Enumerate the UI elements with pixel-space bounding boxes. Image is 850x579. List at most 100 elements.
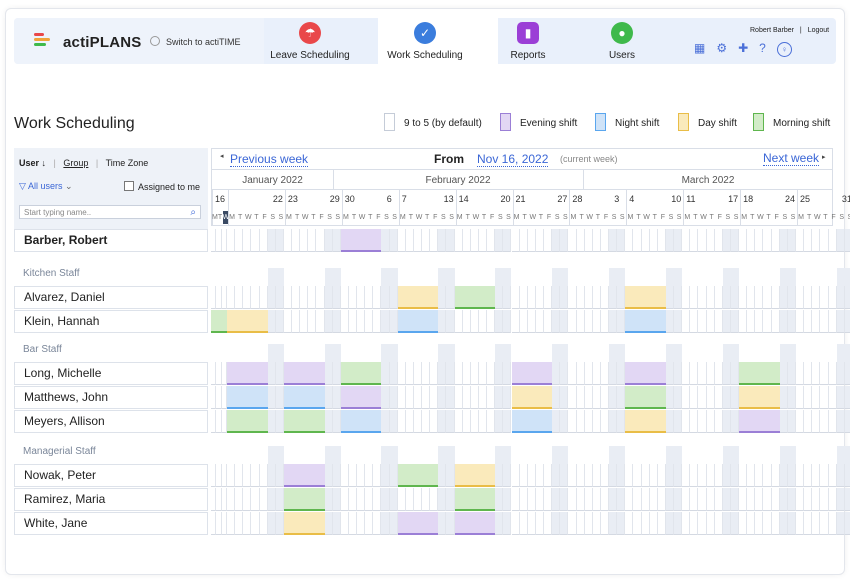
day-cell[interactable] xyxy=(405,410,414,433)
logout-link[interactable]: Logout xyxy=(807,27,830,34)
day-cell[interactable] xyxy=(438,286,447,309)
day-cell[interactable] xyxy=(535,464,544,487)
day-cell[interactable] xyxy=(365,488,374,511)
day-cell[interactable] xyxy=(560,229,569,252)
day-cell[interactable] xyxy=(446,410,455,433)
day-cell[interactable] xyxy=(462,386,471,409)
day-cell[interactable] xyxy=(422,362,431,385)
day-cell[interactable] xyxy=(316,229,325,252)
day-cell[interactable] xyxy=(812,488,821,511)
day-cell[interactable] xyxy=(820,362,829,385)
day-cell[interactable] xyxy=(674,286,683,309)
day-cell[interactable] xyxy=(438,410,447,433)
day-cell[interactable] xyxy=(235,488,244,511)
day-cell[interactable] xyxy=(820,386,829,409)
day-cell[interactable] xyxy=(454,310,463,333)
day-cell[interactable] xyxy=(413,410,423,433)
day-cell[interactable] xyxy=(771,286,780,309)
day-cell[interactable] xyxy=(251,464,260,487)
day-cell[interactable] xyxy=(779,386,788,409)
day-cell[interactable] xyxy=(332,488,341,511)
day-cell[interactable] xyxy=(316,310,325,333)
day-cell[interactable] xyxy=(446,310,455,333)
shift-block-day[interactable] xyxy=(454,464,496,487)
day-cell[interactable] xyxy=(836,229,845,252)
day-cell[interactable] xyxy=(503,488,512,511)
day-cell[interactable] xyxy=(682,229,691,252)
day-cell[interactable] xyxy=(836,386,845,409)
day-cell[interactable] xyxy=(763,464,772,487)
day-cell[interactable] xyxy=(324,286,333,309)
day-cell[interactable] xyxy=(430,362,439,385)
day-cell[interactable] xyxy=(674,488,683,511)
day-cell[interactable] xyxy=(275,488,284,511)
day-cell[interactable] xyxy=(446,229,455,252)
day-cell[interactable] xyxy=(755,464,764,487)
day-cell[interactable] xyxy=(340,464,349,487)
day-cell[interactable] xyxy=(544,488,553,511)
day-cell[interactable] xyxy=(787,488,796,511)
day-cell[interactable] xyxy=(487,310,496,333)
day-cell[interactable] xyxy=(665,310,675,333)
day-cell[interactable] xyxy=(706,488,715,511)
day-cell[interactable] xyxy=(211,410,217,433)
day-cell[interactable] xyxy=(275,386,284,409)
day-cell[interactable] xyxy=(584,286,593,309)
day-cell[interactable] xyxy=(243,488,252,511)
day-cell[interactable] xyxy=(527,512,536,535)
day-cell[interactable] xyxy=(576,362,585,385)
day-cell[interactable] xyxy=(755,512,764,535)
day-cell[interactable] xyxy=(324,362,333,385)
day-cell[interactable] xyxy=(657,488,666,511)
day-cell[interactable] xyxy=(324,310,333,333)
day-cell[interactable] xyxy=(552,488,561,511)
day-cell[interactable] xyxy=(763,310,772,333)
day-cell[interactable] xyxy=(812,229,821,252)
day-cell[interactable] xyxy=(211,386,217,409)
day-cell[interactable] xyxy=(446,488,455,511)
day-cell[interactable] xyxy=(828,286,837,309)
day-cell[interactable] xyxy=(820,310,829,333)
day-cell[interactable] xyxy=(576,286,585,309)
shift-block-day[interactable] xyxy=(511,386,553,409)
day-cell[interactable] xyxy=(682,488,691,511)
day-cell[interactable] xyxy=(405,386,414,409)
day-cell[interactable] xyxy=(365,464,374,487)
day-cell[interactable] xyxy=(438,386,447,409)
day-cell[interactable] xyxy=(779,286,788,309)
shift-block-morning[interactable] xyxy=(454,286,496,309)
day-cell[interactable] xyxy=(511,229,520,252)
day-cell[interactable] xyxy=(722,310,731,333)
day-cell[interactable] xyxy=(649,229,658,252)
day-cell[interactable] xyxy=(527,310,536,333)
day-cell[interactable] xyxy=(657,512,666,535)
day-cell[interactable] xyxy=(221,464,227,487)
day-cell[interactable] xyxy=(674,386,683,409)
day-cell[interactable] xyxy=(796,488,805,511)
day-cell[interactable] xyxy=(340,310,349,333)
day-cell[interactable] xyxy=(519,512,528,535)
day-cell[interactable] xyxy=(365,310,374,333)
day-cell[interactable] xyxy=(820,488,829,511)
day-cell[interactable] xyxy=(576,464,585,487)
day-cell[interactable] xyxy=(730,286,740,309)
day-cell[interactable] xyxy=(844,310,850,333)
nav-leave-scheduling[interactable]: ☂ Leave Scheduling xyxy=(258,22,362,61)
day-cell[interactable] xyxy=(560,310,569,333)
day-cell[interactable] xyxy=(665,362,675,385)
day-cell[interactable] xyxy=(804,310,813,333)
day-cell[interactable] xyxy=(568,362,577,385)
day-cell[interactable] xyxy=(698,286,707,309)
day-cell[interactable] xyxy=(771,488,780,511)
day-cell[interactable] xyxy=(787,362,796,385)
search-input[interactable]: Start typing name.. ⌕ xyxy=(19,205,201,219)
day-cell[interactable] xyxy=(300,310,309,333)
day-cell[interactable] xyxy=(828,229,837,252)
day-cell[interactable] xyxy=(503,286,512,309)
day-cell[interactable] xyxy=(714,286,723,309)
day-cell[interactable] xyxy=(487,362,496,385)
day-cell[interactable] xyxy=(576,410,585,433)
day-cell[interactable] xyxy=(584,229,593,252)
day-cell[interactable] xyxy=(665,488,675,511)
day-cell[interactable] xyxy=(511,310,520,333)
